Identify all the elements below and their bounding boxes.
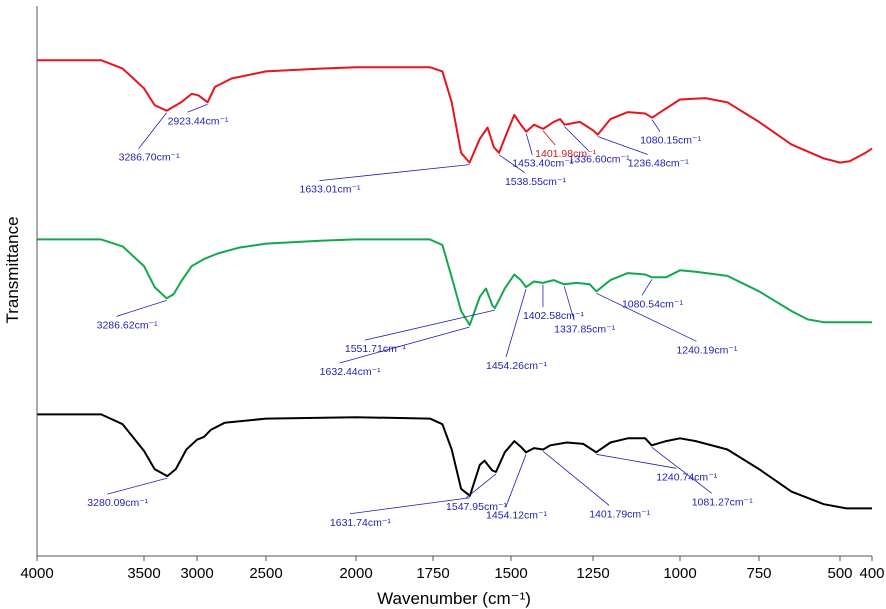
annotation-leader: [505, 288, 527, 358]
annotation-leader: [339, 326, 470, 364]
x-tick-label: 2500: [249, 565, 282, 582]
series-layer: [37, 59, 873, 510]
peak-annotation: 1337.85cm⁻¹: [554, 323, 615, 335]
peak-annotation: 3286.70cm⁻¹: [119, 152, 180, 164]
peak-annotation: 1080.54cm⁻¹: [622, 298, 683, 310]
annotation-leader: [651, 446, 712, 494]
peak-annotation: 3286.62cm⁻¹: [97, 319, 158, 331]
series-line-green: [37, 238, 872, 326]
peak-annotation: 1402.58cm⁻¹: [523, 310, 584, 322]
annotation-leader: [138, 112, 167, 149]
peak-annotation: 1240.19cm⁻¹: [676, 344, 737, 356]
peak-annotation: 1454.26cm⁻¹: [486, 360, 547, 372]
x-tick-label: 1250: [576, 565, 609, 582]
peak-annotation: 1453.40cm⁻¹: [512, 158, 573, 170]
peak-annotation: 1633.01cm⁻¹: [300, 184, 361, 196]
peak-annotation: 1081.27cm⁻¹: [692, 496, 753, 508]
annotation-leader: [596, 292, 697, 342]
annotation-leader: [505, 454, 527, 507]
x-tick-label: 1000: [663, 565, 696, 582]
x-tick-label: 500: [827, 565, 852, 582]
annotation-leader: [542, 130, 556, 146]
annotation-leader: [596, 453, 677, 469]
peak-annotation: 1454.12cm⁻¹: [486, 509, 547, 521]
x-tick-label: 1750: [416, 565, 449, 582]
x-tick-label: 3000: [180, 565, 213, 582]
x-tick-label: 3500: [127, 565, 160, 582]
annotation-leader: [563, 286, 575, 321]
peak-annotation: 1547.95cm⁻¹: [446, 501, 507, 513]
annotation-leader: [107, 477, 168, 495]
x-tick-label: 400: [859, 565, 884, 582]
annotation-leader: [597, 136, 648, 155]
x-tick-label: 2000: [339, 565, 372, 582]
x-tick-label: 1500: [494, 565, 527, 582]
annotation-leader: [651, 119, 661, 132]
y-axis-title: Transmittance: [3, 216, 22, 323]
annotation-leader: [319, 164, 470, 182]
annotation-leader: [498, 154, 526, 174]
annotation-leader: [525, 133, 533, 155]
series-line-red: [37, 59, 873, 164]
peak-annotation: 1538.55cm⁻¹: [505, 176, 566, 188]
peak-annotation: 1240.74cm⁻¹: [656, 471, 717, 483]
peak-annotation: 1236.48cm⁻¹: [628, 158, 689, 170]
peak-annotation: 2923.44cm⁻¹: [168, 115, 229, 127]
peak-annotation: 1631.74cm⁻¹: [330, 517, 391, 529]
series-line-black: [37, 413, 872, 510]
annotation-leader: [187, 103, 208, 113]
x-tick-label: 750: [746, 565, 771, 582]
axis-layer: [36, 6, 872, 557]
peak-annotation: 1080.15cm⁻¹: [640, 135, 701, 147]
annotation-leader: [564, 126, 589, 152]
x-tick-label: 4000: [20, 565, 53, 582]
annotation-leader: [465, 473, 497, 499]
annotation-leader: [349, 497, 470, 515]
peak-annotation: 1551.71cm⁻¹: [345, 343, 406, 355]
annotation-leader: [116, 299, 167, 317]
x-axis-title: Wavenumber (cm⁻¹): [377, 589, 531, 608]
annotation-leader: [364, 309, 495, 341]
annotation-layer: 3286.70cm⁻¹ 2923.44cm⁻¹ 1633.01cm⁻¹ 1538.55…: [87, 103, 753, 529]
peak-annotation: 1632.44cm⁻¹: [320, 366, 381, 378]
x-tick-labels: 4000 3500 3000 2500 2000 1750 1500 1250 1000 750 5…: [20, 556, 885, 582]
peak-annotation: 1336.60cm⁻¹: [569, 154, 630, 166]
annotation-leader: [542, 451, 610, 506]
peak-annotation: 1401.98cm⁻¹: [535, 148, 596, 160]
annotation-leader: [641, 279, 653, 296]
peak-annotation: 3280.09cm⁻¹: [87, 497, 148, 509]
peak-annotation: 1401.79cm⁻¹: [589, 508, 650, 520]
